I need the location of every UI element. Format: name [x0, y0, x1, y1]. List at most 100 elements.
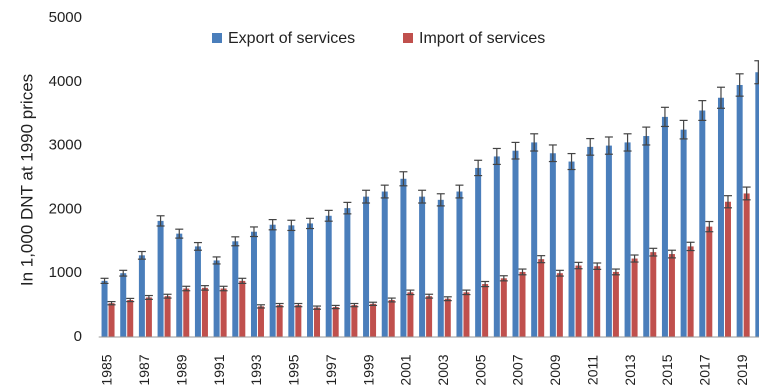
bar [475, 167, 482, 337]
bar [157, 220, 164, 337]
x-tick-label: 2015 [659, 354, 675, 385]
bar [164, 296, 171, 337]
x-tick-label: 2007 [510, 354, 526, 385]
y-tick-label: 5000 [49, 9, 82, 26]
bar [612, 271, 619, 337]
y-tick-label: 0 [74, 328, 82, 345]
legend-label: Export of services [228, 30, 355, 47]
x-tick-label: 2009 [547, 354, 563, 385]
bar [145, 297, 152, 337]
bar [650, 252, 657, 337]
bar [194, 246, 201, 337]
x-tick-label: 1985 [99, 354, 115, 385]
y-tick-label: 1000 [49, 264, 82, 281]
x-tick-label: 1991 [211, 354, 227, 385]
y-tick-label: 2000 [49, 200, 82, 217]
y-tick-label: 4000 [49, 73, 82, 90]
bar [138, 255, 145, 337]
bar [482, 284, 489, 337]
bar [556, 273, 563, 337]
bar [176, 233, 183, 337]
bar [624, 142, 631, 337]
bar [531, 142, 538, 337]
bar [344, 208, 351, 337]
legend-swatch [403, 33, 413, 43]
bar [743, 193, 750, 337]
bar [295, 305, 302, 337]
bar [500, 278, 507, 337]
x-tick-label: 1989 [173, 354, 189, 385]
bar [568, 161, 575, 337]
bar [687, 246, 694, 337]
x-tick-label: 2019 [734, 354, 750, 385]
bar [605, 145, 612, 337]
bar [407, 292, 414, 337]
bar [680, 129, 687, 337]
bar [250, 231, 257, 337]
bar [426, 296, 433, 337]
x-tick-label: 1995 [286, 354, 302, 385]
bar [706, 226, 713, 337]
y-axis-title: In 1,000 DNT at 1990 prices [17, 74, 36, 286]
x-tick-label: 1999 [360, 354, 376, 385]
bar [288, 225, 295, 337]
x-tick-label: 2003 [435, 354, 451, 385]
bar [400, 178, 407, 337]
y-tick-label: 3000 [49, 137, 82, 154]
x-tick-label: 2005 [472, 354, 488, 385]
x-tick-label: 2013 [622, 354, 638, 385]
x-tick-label: 1987 [136, 354, 152, 385]
bar [456, 191, 463, 337]
bar [643, 136, 650, 337]
bar [381, 191, 388, 337]
bar [717, 97, 724, 337]
bar [587, 146, 594, 337]
legend-label: Import of services [419, 30, 545, 47]
x-tick-label: 2001 [398, 354, 414, 385]
bar [232, 241, 239, 337]
bar [108, 303, 115, 337]
bar [351, 305, 358, 337]
legend-swatch [212, 33, 222, 43]
bar [269, 224, 276, 337]
bar [755, 72, 759, 337]
bar [594, 266, 601, 337]
bar [101, 280, 108, 337]
bar [363, 196, 370, 337]
bar [668, 254, 675, 337]
x-tick-label: 2011 [584, 355, 600, 385]
bar [127, 299, 134, 337]
bar [307, 223, 314, 337]
bar [493, 156, 500, 337]
bar [239, 280, 246, 337]
bar [388, 299, 395, 337]
bar [463, 292, 470, 337]
bar [314, 307, 321, 337]
bar [444, 298, 451, 337]
bar [325, 215, 332, 337]
bar [512, 150, 519, 337]
bar [736, 84, 743, 338]
bar [549, 153, 556, 337]
x-tick-label: 1997 [323, 354, 339, 385]
bar [220, 288, 227, 337]
bar [724, 201, 731, 337]
bar [419, 196, 426, 337]
bar [213, 260, 220, 337]
bar [538, 259, 545, 337]
x-tick-label: 1993 [248, 354, 264, 385]
bar [661, 116, 668, 337]
bar [201, 287, 208, 337]
bar [332, 307, 339, 337]
bar [631, 258, 638, 337]
bar [519, 271, 526, 337]
x-tick-label: 2017 [697, 354, 713, 385]
bar [276, 305, 283, 337]
bar [370, 303, 377, 337]
bar [120, 273, 127, 337]
bar [257, 306, 264, 337]
bar [575, 265, 582, 337]
bar [437, 199, 444, 337]
